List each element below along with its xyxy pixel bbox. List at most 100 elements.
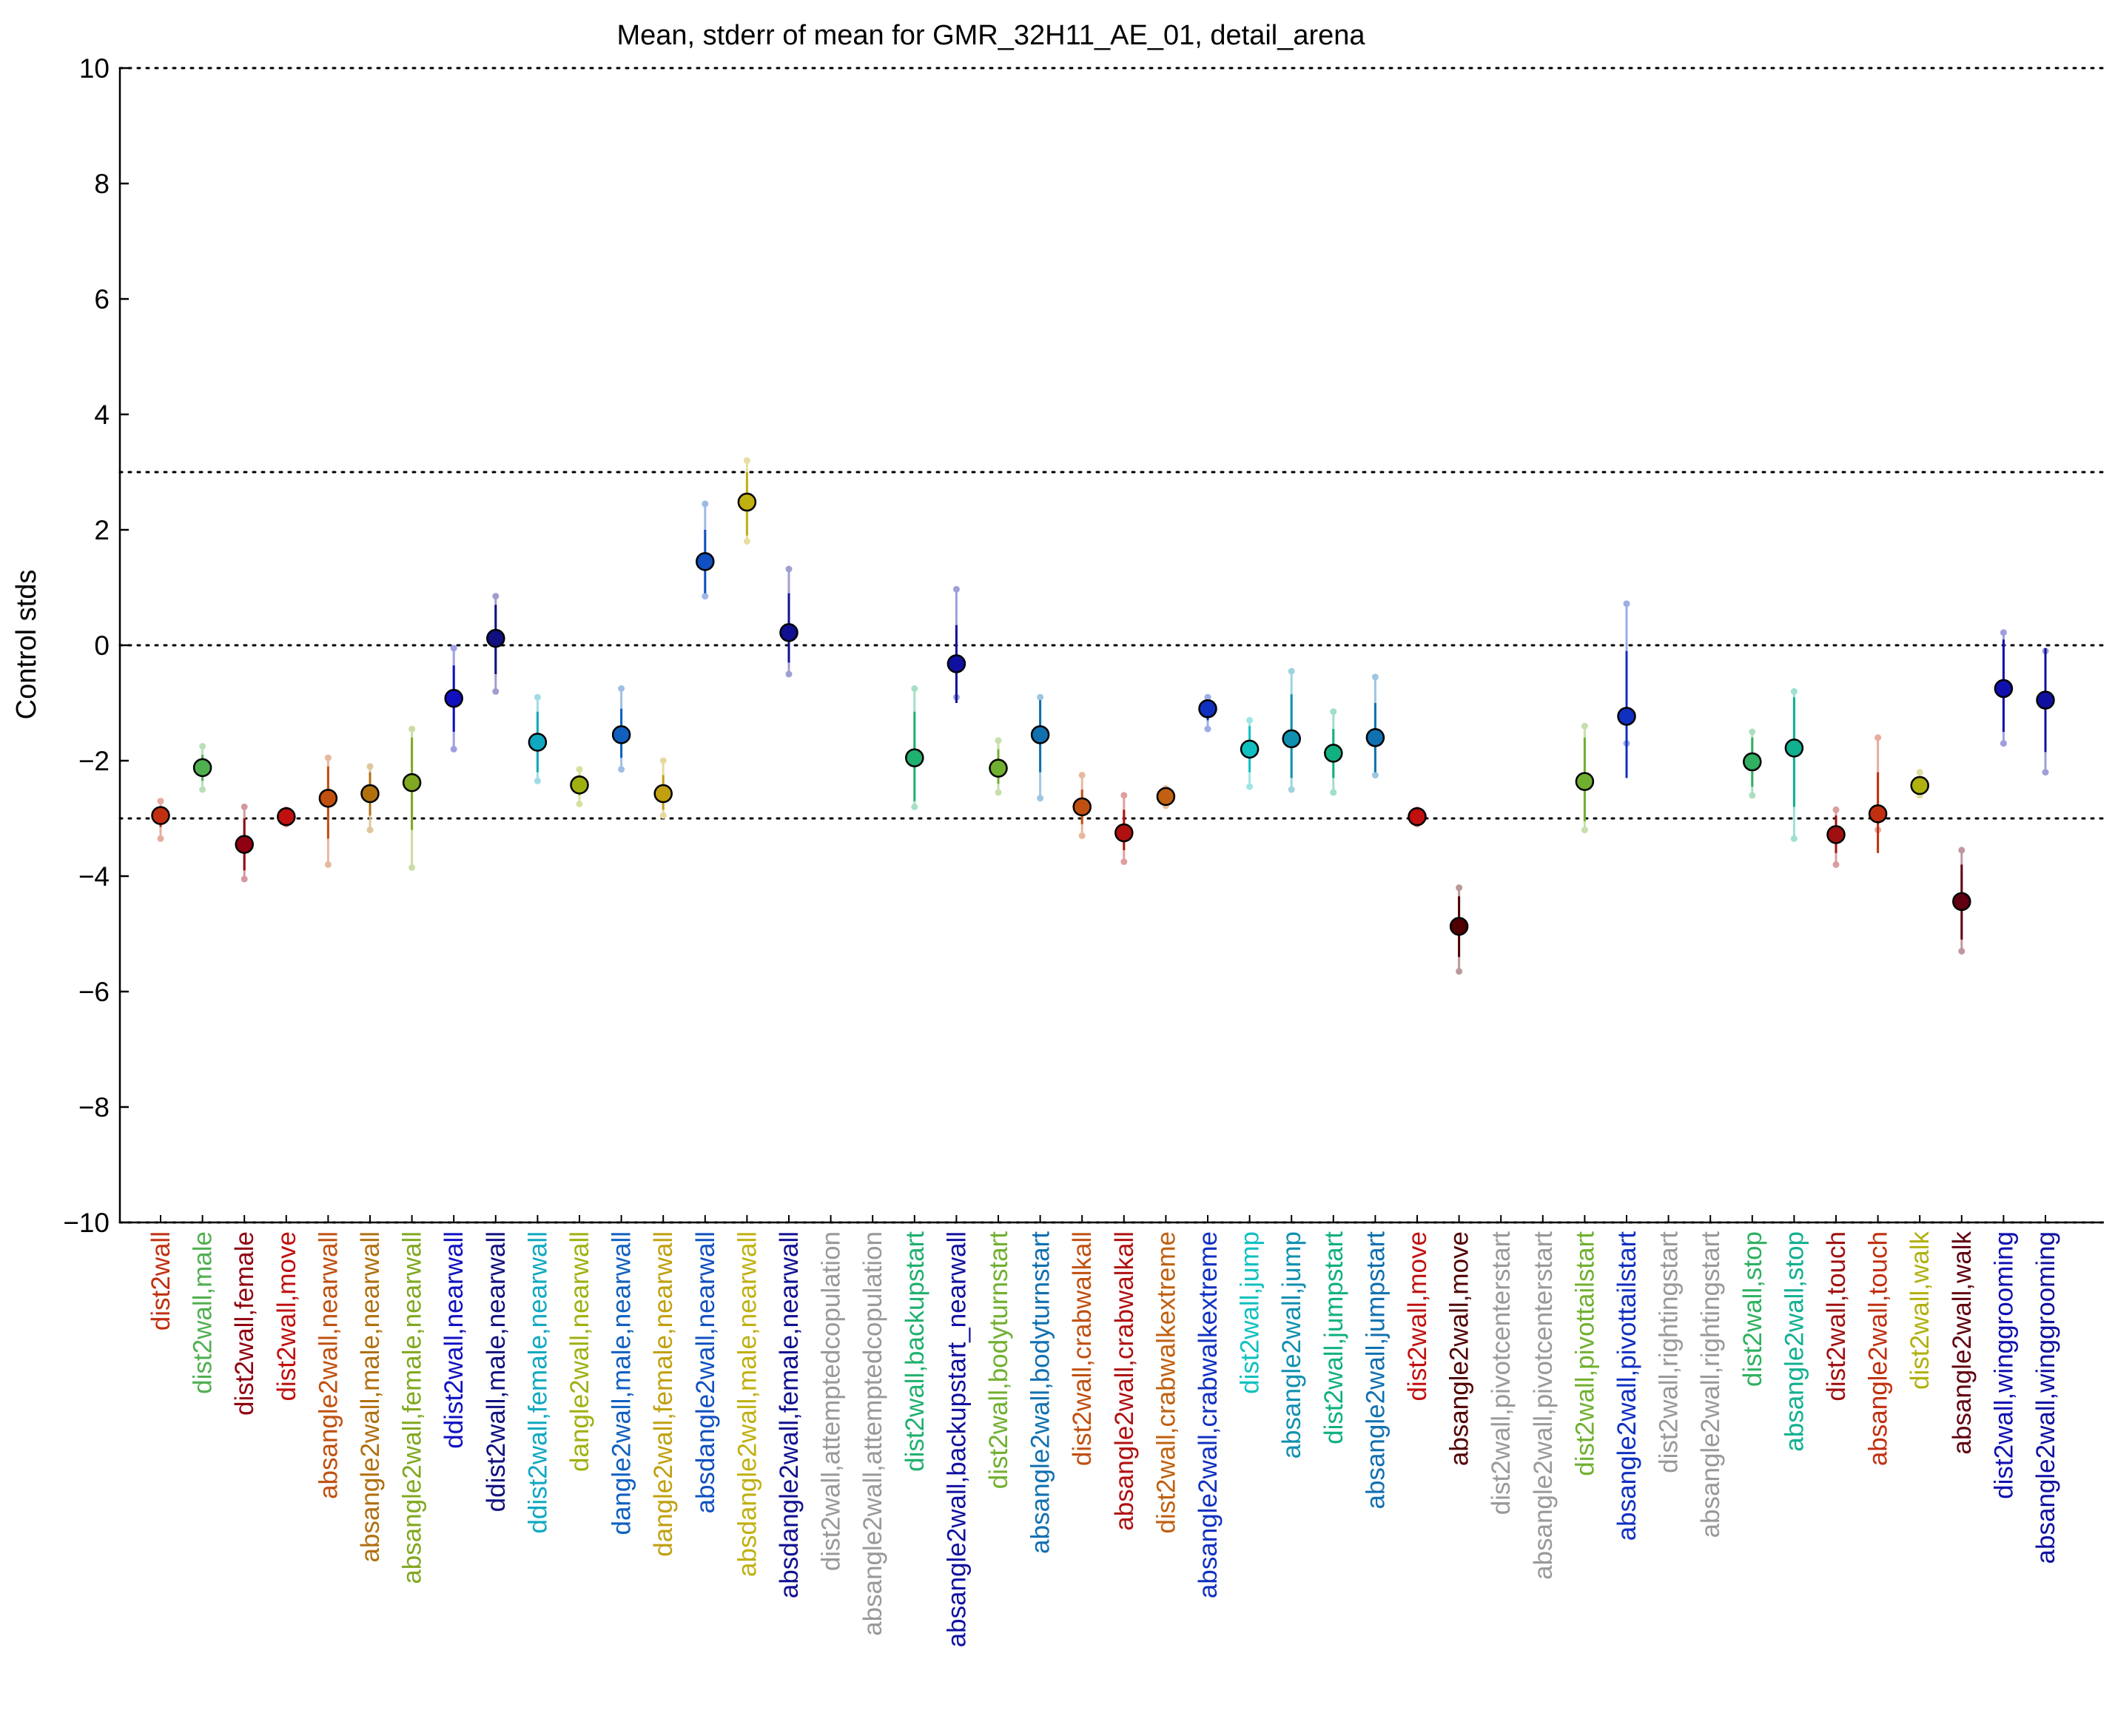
mean-marker [611,725,631,744]
mean-marker [1072,797,1092,817]
range-end-low [2042,769,2049,776]
range-end-high [1790,687,1798,695]
x-tick-label: dist2wall,male [189,1231,218,1394]
data-point [1784,687,1804,842]
data-point [1030,693,1050,802]
mean-marker [1994,679,2014,699]
range-end-low [702,593,709,600]
data-point [235,803,254,883]
range-end-high [241,803,248,810]
range-end-high [952,585,960,593]
data-point [570,766,589,807]
data-point [528,693,548,784]
x-tick-label: dist2wall,crabwalkall [1068,1231,1097,1466]
range-end-high [618,685,625,692]
x-tick-label: dist2wall,winggrooming [1989,1231,2018,1499]
range-end-high [1749,728,1756,736]
x-tick-label: ddist2wall,male,nearwall [482,1231,511,1512]
y-tick-label: 8 [94,169,110,199]
y-ticks: −10 −8 −6 −4 −2 0 2 4 6 8 10 [63,53,129,1238]
data-point [611,685,631,773]
range-end-low [659,812,667,819]
range-end-high [743,457,750,464]
y-tick-label: −6 [78,977,110,1007]
mean-marker [1743,752,1762,772]
mean-marker [1114,823,1134,843]
mean-marker [235,835,254,854]
mean-marker [1617,707,1636,726]
x-tick-label: ddist2wall,nearwall [440,1231,468,1449]
mean-marker [1240,739,1260,759]
mean-marker [486,628,505,648]
range-end-high [911,685,918,692]
range-end-high [1623,600,1630,608]
data-point [277,806,296,828]
data-point [1156,784,1176,810]
range-end-high [1330,708,1337,716]
mean-marker [946,654,966,673]
range-end-low [2000,740,2007,747]
data-point [1617,600,1636,778]
range-end-high [995,737,1002,744]
mean-marker [1156,787,1176,807]
x-tick-label: absangle2wall,male,nearwall [356,1231,385,1562]
range-end-low [1456,968,1463,975]
range-end-low [534,777,541,784]
mean-marker [1868,804,1888,824]
x-tick-label: absangle2wall,female,nearwall [398,1231,427,1584]
data-point [1114,792,1134,865]
x-tick-label: absangle2wall,stop [1780,1231,1809,1452]
data-point [1868,734,1888,853]
data-point [486,593,505,695]
mean-marker [737,492,757,512]
data-point [1743,728,1762,799]
range-end-low [576,801,583,807]
range-end-high [1078,772,1086,778]
range-end-high [534,693,541,701]
chart-title: Mean, stderr of mean for GMR_32H11_AE_01… [616,20,1365,51]
x-tick-label: absangle2wall,crabwalkall [1110,1231,1139,1531]
x-tick-label: absangle2wall,attemptedcopulation [858,1231,887,1636]
x-tick-label: dist2wall,move [272,1231,301,1402]
x-tick-label: dist2wall [147,1231,175,1330]
x-tick-label: absangle2wall,rightingstart [1696,1231,1725,1538]
x-tick-label: absangle2wall,nearwall [314,1231,343,1499]
x-tick-label: dist2wall,touch [1822,1231,1851,1402]
range-end-low [1832,861,1840,868]
data-point [192,743,212,793]
range-end-low [1749,792,1756,799]
x-tick-label: dangle2wall,female,nearwall [649,1231,678,1557]
mean-marker [1282,729,1301,749]
range-end-low [1581,827,1588,834]
mean-marker [402,773,422,793]
data-point [696,500,715,600]
data-point [2036,647,2055,776]
range-end-high [1456,884,1463,892]
mean-marker [989,758,1008,778]
data-point [1072,772,1092,839]
mean-marker [2036,690,2055,710]
x-tick-label: dist2wall,female [230,1231,259,1416]
range-end-low [324,861,332,868]
x-tick-label: dist2wall,rightingstart [1655,1231,1684,1473]
x-tick-label: absangle2wall,crabwalkextreme [1194,1231,1223,1598]
data-point [318,754,338,868]
y-tick-label: 4 [94,400,110,430]
x-tick-label: dist2wall,walk [1906,1231,1934,1390]
data-point [779,565,798,678]
range-end-high [785,565,793,573]
range-end-low [1371,772,1379,778]
range-end-low [450,745,457,753]
mean-marker [696,552,715,571]
x-tick-label: absangle2wall,winggrooming [2031,1231,2060,1564]
x-tick-label: dist2wall,move [1403,1231,1432,1402]
range-end-low [785,670,793,678]
x-tick-label: dist2wall,backupstart [901,1231,929,1472]
x-tick-label: dist2wall,jump [1236,1231,1265,1394]
range-end-high [1958,847,1966,854]
range-end-high [1581,722,1588,730]
mean-marker [192,758,212,778]
mean-marker [779,623,798,642]
data-point [1449,884,1469,975]
mean-marker [360,784,380,804]
